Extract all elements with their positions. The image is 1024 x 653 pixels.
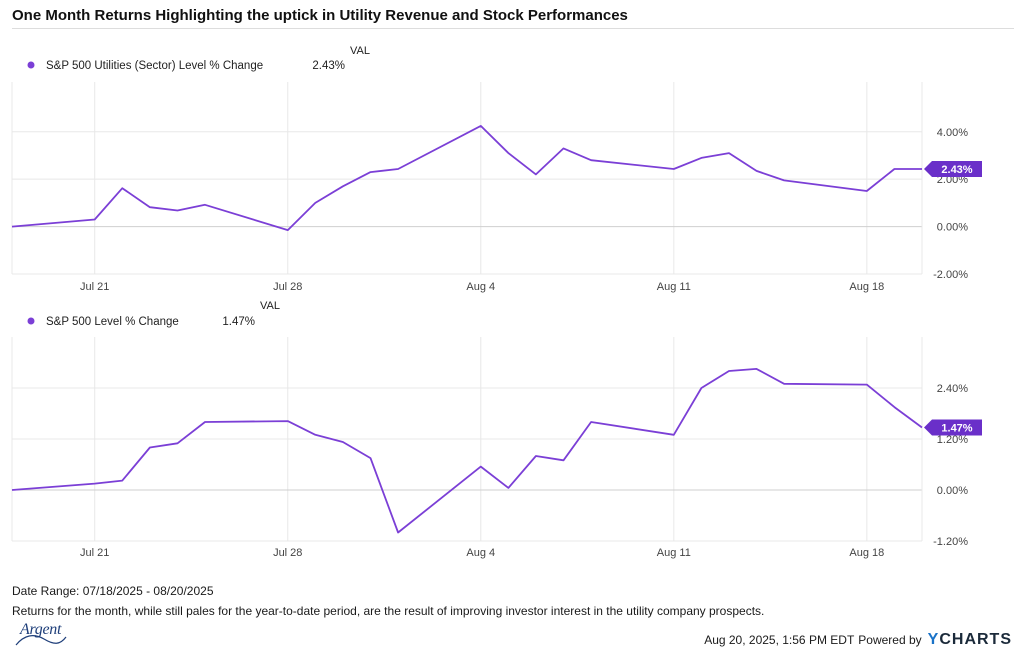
- last-value-badge: [924, 160, 982, 177]
- legend-marker: [27, 317, 35, 325]
- y-tick-label: -1.20%: [933, 536, 968, 548]
- x-tick-label: Jul 21: [80, 281, 109, 293]
- y-tick-label: 0.00%: [937, 222, 968, 234]
- chart-title: One Month Returns Highlighting the uptic…: [12, 7, 628, 24]
- ycharts-logo[interactable]: YCHARTS: [928, 631, 1012, 649]
- legend-header: VAL: [350, 45, 370, 57]
- legend-header: VAL: [260, 300, 280, 312]
- x-tick-label: Aug 4: [466, 281, 495, 293]
- x-tick-label: Aug 18: [849, 547, 884, 559]
- y-tick-label: 0.00%: [937, 485, 968, 497]
- last-value-label: 2.43%: [941, 164, 972, 176]
- caption-text: Returns for the month, while still pales…: [12, 604, 765, 618]
- x-tick-label: Aug 18: [849, 281, 884, 293]
- x-tick-label: Jul 21: [80, 547, 109, 559]
- x-tick-label: Aug 11: [657, 281, 691, 293]
- series-line: [11, 367, 923, 534]
- series-line: [11, 125, 922, 232]
- logo-wordmark: Argent: [20, 621, 62, 638]
- charts-canvas: VAL S&P 500 Utilities (Sector) Level % Ch…: [11, 45, 982, 559]
- timestamp: Aug 20, 2025, 1:56 PM EDT: [704, 633, 855, 647]
- ycharts-logo-y: Y: [927, 631, 940, 648]
- last-value-label: 1.47%: [941, 423, 972, 435]
- last-value-badge: [924, 419, 982, 436]
- footer: Aug 20, 2025, 1:56 PM EDT Powered by YCH…: [704, 631, 1012, 649]
- y-tick-label: 2.00%: [937, 174, 968, 186]
- legend-series-value: 2.43%: [312, 60, 345, 72]
- x-tick-label: Jul 28: [273, 281, 302, 293]
- y-tick-label: -2.00%: [933, 269, 968, 281]
- argent-logo: Argent: [14, 621, 68, 647]
- title-divider: [12, 28, 1014, 29]
- date-range: Date Range: 07/18/2025 - 08/20/2025: [12, 584, 214, 598]
- logo-swoosh-icon: [15, 635, 67, 646]
- x-tick-label: Aug 11: [657, 547, 691, 559]
- y-tick-label: 2.40%: [937, 383, 968, 395]
- y-tick-label: 4.00%: [937, 127, 968, 139]
- x-tick-label: Aug 4: [466, 547, 495, 559]
- legend-series-value: 1.47%: [222, 316, 255, 328]
- legend-series-name: S&P 500 Level % Change: [46, 316, 179, 328]
- legend-series-name: S&P 500 Utilities (Sector) Level % Chang…: [46, 60, 263, 72]
- x-tick-label: Jul 28: [273, 547, 302, 559]
- y-tick-label: 1.20%: [937, 434, 968, 446]
- legend-marker: [27, 61, 35, 69]
- ycharts-logo-rest: CHARTS: [939, 631, 1012, 648]
- powered-by-label: Powered by: [858, 633, 922, 647]
